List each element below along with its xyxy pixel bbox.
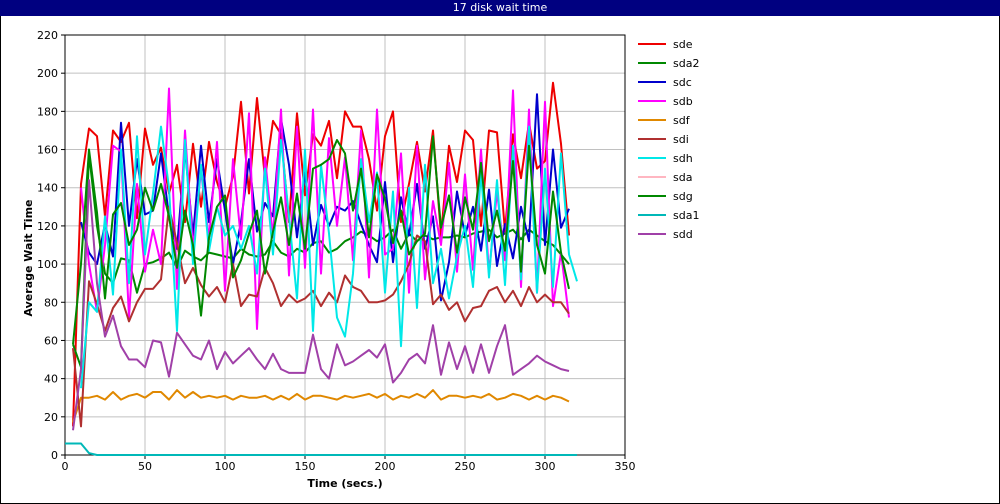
series-line-sdh [80,125,578,389]
y-tick-label: 200 [37,67,58,80]
series-line-sdf [72,389,570,423]
legend-label-sde: sde [673,38,693,51]
legend-label-sdf: sdf [673,114,691,127]
legend-label-sdd: sdd [673,228,693,241]
legend-label-sdi: sdi [673,133,689,146]
y-tick-label: 0 [51,449,58,462]
x-tick-label: 100 [215,460,236,473]
y-tick-label: 60 [44,334,58,347]
y-tick-label: 220 [37,29,58,42]
y-tick-label: 120 [37,220,58,233]
series-layer [65,81,578,456]
y-tick-label: 180 [37,105,58,118]
x-tick-label: 150 [295,460,316,473]
legend: sde sda2 sdc sdb sdf sdi sdh sda sdg sda1 sdd [638,38,699,241]
y-tick-label: 20 [44,411,58,424]
y-tick-label: 100 [37,258,58,271]
x-tick-label: 200 [375,460,396,473]
series-line-sde [72,81,570,427]
y-tick-label: 40 [44,373,58,386]
x-tick-label: 50 [138,460,152,473]
y-tick-label: 140 [37,182,58,195]
series-line-sda1 [65,442,577,456]
series-line-sdi [72,205,570,428]
y-axis-label: Average Wait Time [22,200,35,317]
chart-title: 17 disk wait time [0,0,1000,16]
series-line-sdg [72,135,570,345]
x-tick-label: 0 [62,460,69,473]
legend-label-sda: sda [673,171,692,184]
legend-label-sda1: sda1 [673,209,699,222]
line-chart: 0 20 40 60 80 100 120 140 160 180 200 220 0 50 100 150 2… [22,29,699,490]
y-tick-label: 160 [37,144,58,157]
legend-label-sdg: sdg [673,190,693,203]
legend-label-sdh: sdh [673,152,693,165]
legend-label-sda2: sda2 [673,57,699,70]
legend-label-sdb: sdb [673,95,693,108]
axes: 0 20 40 60 80 100 120 140 160 180 200 220 0 50 100 150 2… [37,29,636,473]
x-axis-label: Time (secs.) [307,477,382,490]
legend-label-sdc: sdc [673,76,692,89]
x-tick-label: 250 [455,460,476,473]
x-tick-label: 350 [615,460,636,473]
y-tick-label: 80 [44,296,58,309]
x-tick-label: 300 [535,460,556,473]
series-line-sdd [72,179,570,431]
